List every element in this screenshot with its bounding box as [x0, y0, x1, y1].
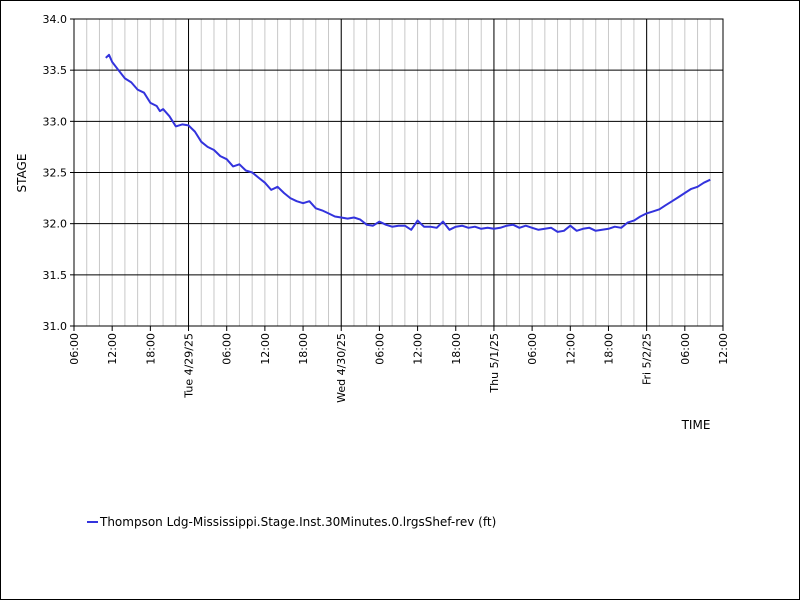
- y-tick-label: 33.5: [43, 64, 68, 77]
- x-tick-label: 06:00: [68, 333, 81, 365]
- y-tick-label: 34.0: [43, 13, 68, 26]
- x-tick-label: 18:00: [297, 333, 310, 365]
- x-tick-label: 12:00: [259, 333, 272, 365]
- x-tick-label: 12:00: [717, 333, 730, 365]
- y-tick-label: 33.0: [43, 115, 68, 128]
- x-tick-label: 06:00: [679, 333, 692, 365]
- x-tick-label: Fri 5/2/25: [641, 333, 654, 385]
- y-axis-title: STAGE: [15, 154, 29, 193]
- y-tick-label: 31.5: [43, 269, 68, 282]
- y-axis: 31.0 31.5 32.0 32.5 33.0 33.5 34.0: [43, 13, 74, 333]
- x-tick-label: Wed 4/30/25: [335, 333, 348, 403]
- x-tick-label: 18:00: [144, 333, 157, 365]
- x-tick-label: Thu 5/1/25: [488, 333, 501, 394]
- x-tick-label: 18:00: [450, 333, 463, 365]
- y-tick-label: 32.5: [43, 167, 68, 180]
- series-layer: [105, 53, 711, 233]
- x-tick-label: 06:00: [526, 333, 539, 365]
- x-tick-label: 12:00: [564, 333, 577, 365]
- y-tick-label: 32.0: [43, 218, 68, 231]
- x-tick-label: 18:00: [602, 333, 615, 365]
- x-tick-label: 06:00: [373, 333, 386, 365]
- major-gridlines: [74, 18, 723, 327]
- legend: Thompson Ldg-Mississippi.Stage.Inst.30Mi…: [87, 515, 496, 529]
- legend-label: Thompson Ldg-Mississippi.Stage.Inst.30Mi…: [99, 515, 496, 529]
- x-tick-label: 06:00: [221, 333, 234, 365]
- x-axis-title: TIME: [681, 418, 711, 432]
- x-tick-label: 12:00: [412, 333, 425, 365]
- x-axis: 06:00 12:00 18:00 Tue 4/29/25 06:00 12:00 18:0…: [68, 326, 730, 403]
- series-line: [105, 53, 711, 233]
- x-tick-label: Tue 4/29/25: [183, 333, 196, 399]
- y-tick-label: 31.0: [43, 320, 68, 333]
- x-tick-label: 12:00: [106, 333, 119, 365]
